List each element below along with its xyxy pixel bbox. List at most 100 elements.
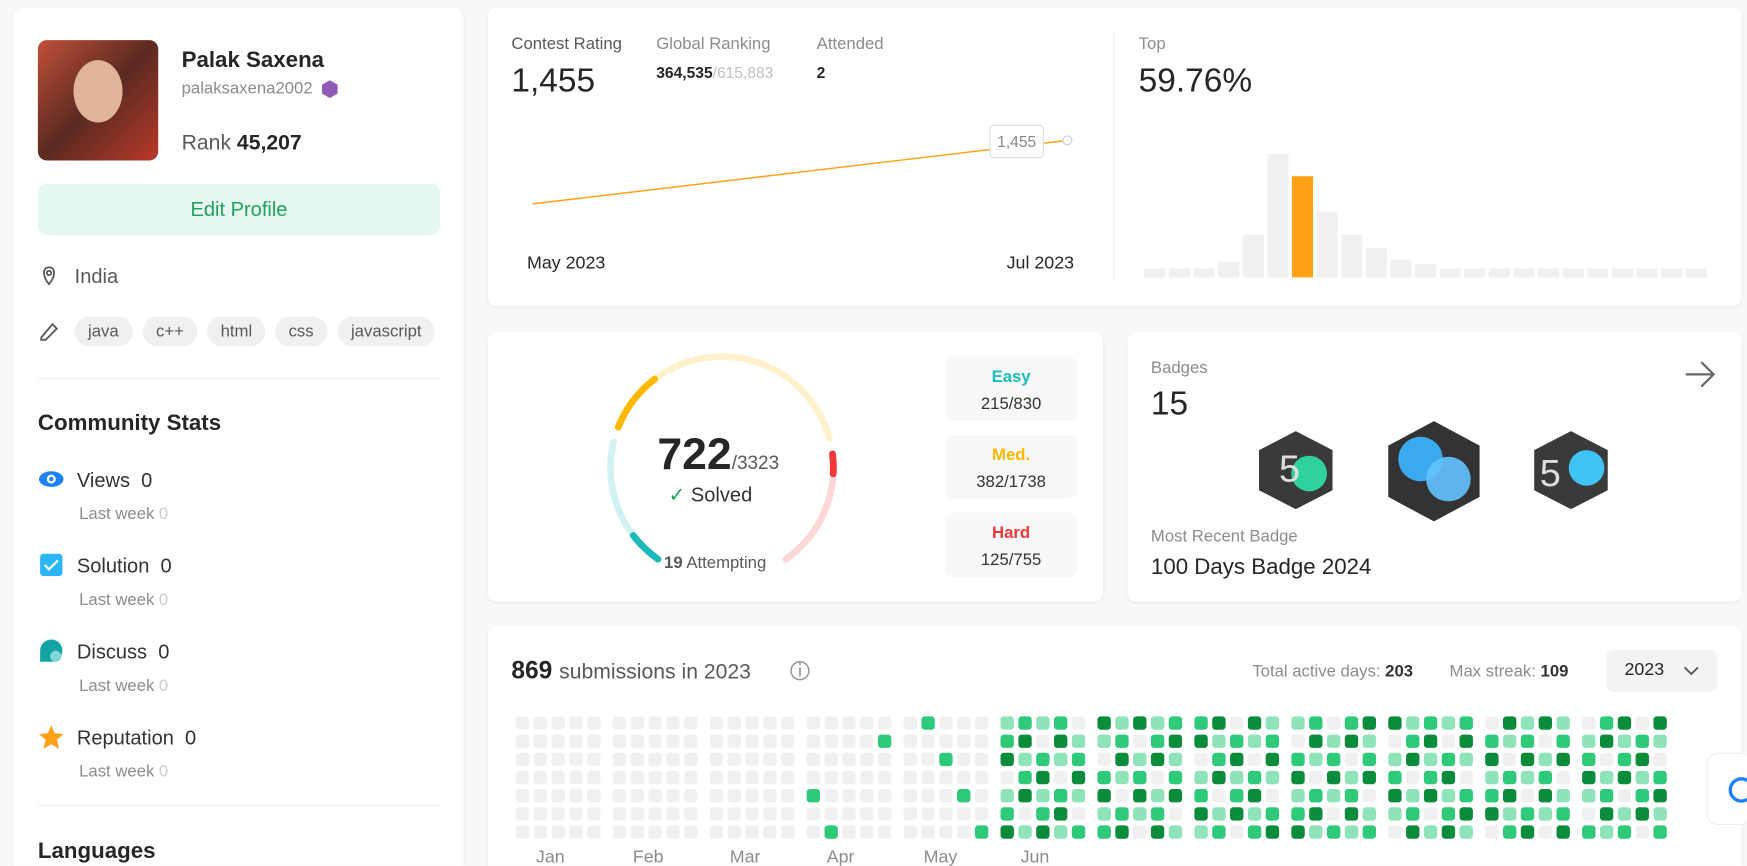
heatmap-cell xyxy=(939,789,953,803)
heatmap-cell xyxy=(1326,770,1341,785)
heatmap-cell xyxy=(781,752,795,767)
x-tick-label: Jul 2023 xyxy=(1006,254,1075,273)
heatmap-cell xyxy=(1115,825,1129,839)
heatmap-cell xyxy=(1344,807,1359,821)
heatmap-cell xyxy=(1247,807,1262,821)
heatmap-cell xyxy=(745,770,759,785)
heatmap-cell xyxy=(1653,770,1667,785)
month-label: Jun xyxy=(1020,847,1050,866)
skill-tag: javascript xyxy=(337,316,435,347)
stat-value: 0 xyxy=(158,640,170,663)
heatmap-cell xyxy=(533,825,548,839)
views-icon xyxy=(38,471,64,487)
heatmap-cell xyxy=(569,770,583,785)
heatmap-cell xyxy=(1423,716,1438,730)
stat-row: Discuss 0 xyxy=(77,642,170,662)
stat-value: 0 xyxy=(185,726,197,749)
heatmap-cell xyxy=(1230,716,1244,730)
solved-label: Solved xyxy=(690,483,753,506)
heatmap-cell xyxy=(727,807,741,821)
heatmap-cell xyxy=(1053,825,1068,839)
heatmap-cell xyxy=(1344,716,1359,730)
heatmap-cell xyxy=(939,807,953,821)
heatmap-cell xyxy=(1582,716,1596,730)
stat-value: 0 xyxy=(160,554,172,578)
heatmap-cell xyxy=(1441,716,1456,730)
streak-label: Max streak: xyxy=(1449,661,1536,681)
heatmap-cell xyxy=(1459,770,1473,785)
heatmap-cell xyxy=(939,825,953,839)
heatmap-cell xyxy=(1617,752,1632,767)
heatmap-cell xyxy=(974,807,989,821)
heatmap-cell xyxy=(763,734,777,748)
heatmap-cell xyxy=(1617,734,1632,748)
heatmap-cell xyxy=(921,825,935,839)
distribution-bar xyxy=(1218,261,1240,278)
heatmap-cell xyxy=(587,807,601,821)
heatmap-cell xyxy=(709,789,724,803)
skill-tag: c++ xyxy=(142,316,198,347)
difficulty-box: Easy 215/830 xyxy=(944,356,1078,422)
heatmap-cell xyxy=(1036,734,1050,748)
badges-arrow[interactable] xyxy=(1685,361,1716,388)
heatmap-cell xyxy=(1265,825,1280,839)
heatmap-cell xyxy=(1520,825,1535,839)
heatmap-cell xyxy=(1036,752,1050,767)
heatmap-cell xyxy=(877,770,892,785)
heatmap-cell xyxy=(1406,716,1420,730)
heatmap-cell xyxy=(1362,716,1376,730)
heatmap-cell xyxy=(1133,734,1147,748)
heatmap-cell xyxy=(1168,825,1183,839)
heatmap-cell xyxy=(709,734,724,748)
heatmap-cell xyxy=(939,770,953,785)
heatmap-cell xyxy=(515,734,530,748)
heatmap-cell xyxy=(860,789,874,803)
heatmap-cell xyxy=(1212,716,1226,730)
heatmap-cell xyxy=(1150,807,1165,821)
recent-badge-label: Most Recent Badge xyxy=(1150,526,1298,546)
distribution-bar xyxy=(1464,268,1486,278)
heatmap-cell xyxy=(860,752,874,767)
edit-profile-button[interactable]: Edit Profile xyxy=(37,183,441,236)
chat-widget[interactable] xyxy=(1706,752,1747,826)
gauge-fill xyxy=(629,532,662,563)
stat-row: Reputation 0 xyxy=(77,728,196,748)
submission-count: 869 xyxy=(511,656,553,685)
stat-sub-label: Last week xyxy=(79,676,155,696)
heatmap-cell xyxy=(515,716,530,730)
year-select[interactable] xyxy=(1606,649,1717,692)
heatmap-cell xyxy=(974,789,989,803)
stat-sub-label: Last week xyxy=(79,590,155,610)
rating-label: Contest Rating xyxy=(511,34,622,54)
heatmap-cell xyxy=(1362,807,1376,821)
ranking-total: /615,883 xyxy=(712,63,774,82)
heatmap-cell xyxy=(1097,789,1111,803)
heatmap-cell xyxy=(1406,825,1420,839)
heatmap-cell xyxy=(1150,770,1165,785)
heatmap-cell xyxy=(612,807,627,821)
heatmap-cell xyxy=(1653,734,1667,748)
heatmap-cell xyxy=(1388,825,1402,839)
heatmap-cell xyxy=(648,770,662,785)
heatmap-cell xyxy=(1582,789,1596,803)
heatmap-cell xyxy=(533,716,548,730)
badges-label: Badges xyxy=(1150,358,1208,378)
heatmap-cell xyxy=(1362,789,1376,803)
heatmap-cell xyxy=(957,770,971,785)
recent-badge: 100 Days Badge 2024 xyxy=(1150,554,1372,580)
rank: Rank 45,207 xyxy=(182,133,302,154)
heatmap-cell xyxy=(1362,770,1376,785)
heatmap-cell xyxy=(1423,734,1438,748)
heatmap-cell xyxy=(842,825,856,839)
heatmap-cell xyxy=(684,770,698,785)
heatmap-cell xyxy=(1485,807,1499,821)
heatmap-cell xyxy=(1388,716,1402,730)
heatmap-cell xyxy=(1115,734,1129,748)
heatmap-cell xyxy=(763,716,777,730)
heatmap-cell xyxy=(551,752,565,767)
heatmap-cell xyxy=(806,825,821,839)
heatmap-cell xyxy=(842,752,856,767)
attempting-label: Attempting xyxy=(686,553,767,573)
heatmap-cell xyxy=(1388,770,1402,785)
skill-tag: java xyxy=(74,316,133,347)
